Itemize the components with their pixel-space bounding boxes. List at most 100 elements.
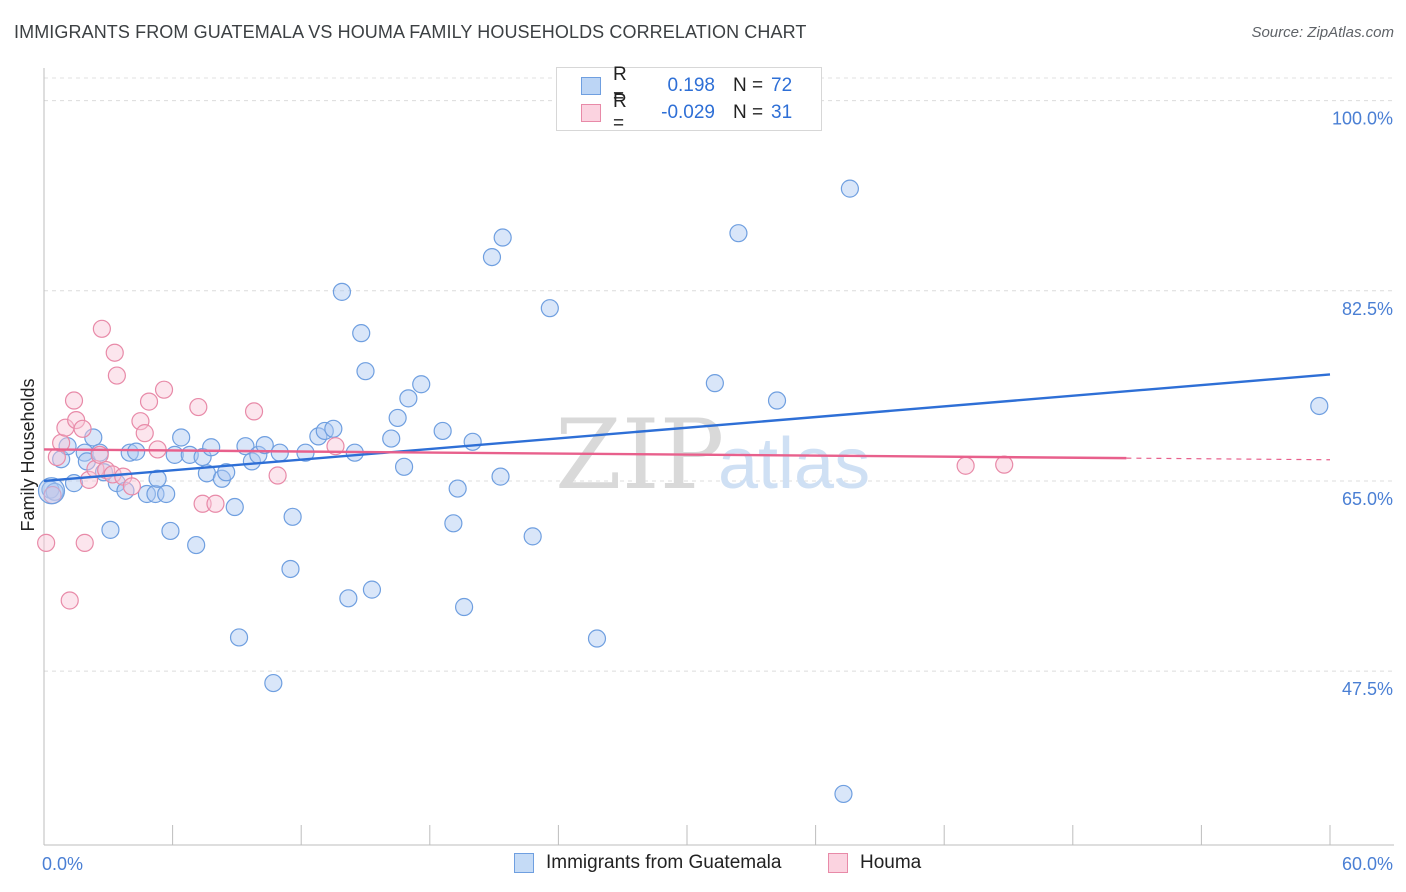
point-houma — [92, 319, 111, 338]
x-tick-label: 60.0% — [1342, 854, 1393, 874]
point-guatemala — [587, 629, 607, 648]
y-tick-label: 100.0% — [1332, 109, 1393, 129]
y-tick-label: 82.5% — [1342, 299, 1393, 319]
point-guatemala — [101, 520, 120, 539]
point-guatemala — [493, 228, 512, 247]
legend-r-value: 0.198 — [667, 75, 715, 96]
stats-legend: R = 0.198 N = 72 R = -0.029 N = 31 — [556, 64, 822, 134]
point-houma — [206, 494, 225, 513]
point-guatemala — [463, 432, 482, 451]
point-guatemala — [382, 429, 401, 448]
series-legend: Immigrants from Guatemala Houma — [0, 852, 1406, 878]
point-houma — [135, 424, 154, 443]
trend-line-houma-extension — [1126, 457, 1331, 461]
point-guatemala — [37, 477, 66, 505]
point-guatemala — [242, 452, 262, 471]
point-guatemala — [412, 375, 431, 394]
legend-n-value: 72 — [771, 75, 793, 96]
point-houma — [131, 412, 150, 431]
tick-labels-layer: 100.0% 82.5% 65.0% 47.5% 0.0% 60.0% — [42, 109, 1393, 874]
point-guatemala — [120, 443, 139, 462]
chart-title: IMMIGRANTS FROM GUATEMALA VS HOUMA FAMIL… — [14, 22, 807, 42]
point-guatemala — [433, 421, 452, 441]
legend-n-label: N = — [733, 75, 764, 96]
point-guatemala — [270, 443, 289, 462]
grid-layer — [44, 77, 1394, 672]
legend-row-houma: R = -0.029 N = 31 — [581, 91, 793, 134]
axes-layer — [43, 68, 1394, 846]
point-guatemala — [324, 419, 343, 438]
point-guatemala — [332, 282, 352, 301]
point-houma — [139, 392, 159, 411]
y-tick-label: 65.0% — [1342, 489, 1393, 509]
series-legend-label: Houma — [860, 852, 922, 873]
point-guatemala — [448, 479, 467, 498]
point-guatemala — [161, 521, 180, 541]
point-guatemala — [444, 514, 463, 533]
point-guatemala — [540, 299, 559, 318]
point-guatemala — [127, 442, 146, 461]
point-houma — [268, 466, 287, 485]
point-guatemala — [767, 391, 787, 410]
point-houma — [122, 477, 141, 496]
legend-swatch-pink — [581, 104, 601, 122]
legend-r-value: -0.029 — [661, 102, 715, 123]
x-tick-label: 0.0% — [42, 854, 83, 874]
point-guatemala — [225, 497, 244, 517]
legend-r-label: R = — [613, 91, 627, 134]
point-guatemala — [356, 362, 375, 381]
legend-swatch-blue — [581, 77, 601, 95]
point-guatemala — [172, 428, 191, 447]
point-guatemala — [157, 484, 176, 504]
point-guatemala — [482, 247, 502, 267]
point-guatemala — [217, 463, 236, 482]
point-houma — [244, 402, 264, 421]
point-houma — [73, 419, 92, 438]
point-guatemala — [148, 469, 167, 488]
point-guatemala — [491, 467, 510, 486]
point-houma — [189, 397, 208, 417]
series-legend-guatemala[interactable]: Immigrants from Guatemala — [514, 852, 781, 874]
point-guatemala — [1310, 396, 1329, 416]
point-guatemala — [146, 484, 165, 504]
series-legend-label: Immigrants from Guatemala — [546, 852, 782, 873]
legend-row-guatemala: R = 0.198 N = 72 — [581, 64, 793, 107]
point-guatemala — [339, 589, 358, 608]
point-houma — [79, 470, 99, 489]
legend-r-label: R = — [613, 64, 627, 107]
point-houma — [995, 455, 1014, 474]
points-layer — [37, 179, 1329, 804]
point-houma — [154, 380, 174, 399]
point-guatemala — [45, 482, 64, 501]
trend-line-houma — [43, 448, 1127, 460]
point-guatemala — [523, 527, 542, 546]
series-swatch-pink — [828, 853, 848, 873]
point-guatemala — [705, 374, 724, 393]
point-guatemala — [362, 580, 382, 599]
point-houma — [193, 494, 212, 513]
point-guatemala — [281, 559, 300, 579]
point-guatemala — [229, 628, 249, 647]
point-guatemala — [454, 597, 474, 617]
point-guatemala — [729, 224, 748, 243]
point-guatemala — [834, 784, 853, 804]
y-tick-label: 47.5% — [1342, 679, 1393, 699]
point-guatemala — [840, 179, 859, 198]
point-houma — [60, 591, 79, 610]
y-axis-label: Family Households — [18, 378, 38, 531]
point-guatemala — [399, 389, 418, 408]
trend-line-guatemala — [43, 373, 1331, 483]
point-houma — [37, 533, 56, 552]
point-guatemala — [255, 435, 274, 455]
point-guatemala — [283, 507, 302, 526]
point-houma — [956, 456, 975, 475]
point-guatemala — [264, 673, 283, 693]
chart-source: Source: ZipAtlas.com — [1251, 24, 1394, 41]
legend-n-value: 31 — [771, 102, 793, 123]
point-guatemala — [388, 408, 407, 428]
point-houma — [75, 533, 94, 552]
series-legend-houma[interactable]: Houma — [828, 852, 921, 874]
point-houma — [105, 343, 124, 362]
point-guatemala — [394, 457, 414, 476]
